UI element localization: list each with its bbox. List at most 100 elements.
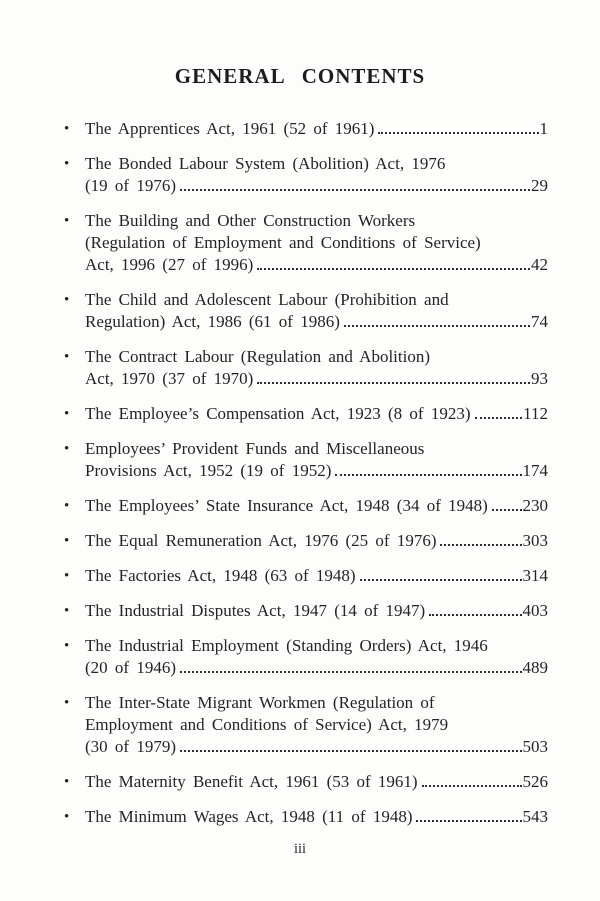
page-ref: 42: [531, 255, 548, 274]
toc-entry: • The Contract Labour (Regulation and Abo…: [64, 346, 548, 390]
entry-line: The Employees’ State Insurance Act, 1948…: [85, 496, 488, 515]
entry-line: (30 of 1979): [85, 737, 176, 756]
entry-last-line: The Maternity Benefit Act, 1961 (53 of 1…: [85, 771, 548, 793]
page-ref: 29: [531, 176, 548, 195]
entry-last-line: The Employee’s Compensation Act, 1923 (8…: [85, 403, 548, 425]
entry-line: The Factories Act, 1948 (63 of 1948): [85, 566, 356, 585]
entry-line: (Regulation of Employment and Conditions…: [85, 233, 481, 252]
toc-entry: • Employees’ Provident Funds and Miscella…: [64, 438, 548, 482]
entry-text: The Inter-State Migrant Workmen (Regulat…: [85, 692, 548, 758]
page-ref: 489: [522, 658, 549, 677]
toc-entry: • The Maternity Benefit Act, 1961 (53 of …: [64, 771, 548, 793]
entry-text: The Industrial Employment (Standing Orde…: [85, 635, 548, 679]
folio-page-number: iii: [293, 841, 307, 857]
dot-leader: [335, 474, 522, 476]
dot-leader: [378, 132, 539, 134]
entry-last-line: (30 of 1979) 503: [85, 736, 548, 758]
dot-leader: [257, 382, 530, 384]
page-ref: 230: [522, 496, 549, 515]
entry-text: Employees’ Provident Funds and Miscellan…: [85, 438, 548, 482]
entry-line: The Inter-State Migrant Workmen (Regulat…: [85, 693, 435, 712]
entry-text: The Industrial Disputes Act, 1947 (14 of…: [85, 600, 548, 622]
dot-leader: [179, 189, 530, 191]
entry-line: Provisions Act, 1952 (19 of 1952): [85, 461, 332, 480]
page-ref: 526: [522, 772, 549, 791]
entry-last-line: The Apprentices Act, 1961 (52 of 1961) 1: [85, 118, 548, 140]
toc-entry: • The Inter-State Migrant Workmen (Regula…: [64, 692, 548, 758]
page-ref: 174: [522, 461, 549, 480]
page-ref: 1: [539, 119, 549, 138]
toc-entry: • The Apprentices Act, 1961 (52 of 1961) 1: [64, 118, 548, 140]
toc-entry: • The Employees’ State Insurance Act, 194…: [64, 495, 548, 517]
entry-text: The Bonded Labour System (Abolition) Act…: [85, 153, 548, 197]
entry-line: Act, 1970 (37 of 1970): [85, 369, 254, 388]
toc-entry: • The Building and Other Construction Wor…: [64, 210, 548, 276]
dot-leader: [416, 820, 522, 822]
entry-line: The Apprentices Act, 1961 (52 of 1961): [85, 119, 375, 138]
entry-text: The Employees’ State Insurance Act, 1948…: [85, 495, 548, 517]
entry-last-line: Act, 1996 (27 of 1996) 42: [85, 254, 548, 276]
entry-text: The Equal Remuneration Act, 1976 (25 of …: [85, 530, 548, 552]
bullet-icon: •: [64, 349, 70, 365]
entry-text: The Building and Other Construction Work…: [85, 210, 548, 276]
dot-leader: [257, 268, 530, 270]
dot-leader: [343, 325, 530, 327]
bullet-icon: •: [64, 774, 70, 790]
entry-text: The Maternity Benefit Act, 1961 (53 of 1…: [85, 771, 548, 793]
entry-last-line: (20 of 1946) 489: [85, 657, 548, 679]
bullet-icon: •: [64, 292, 70, 308]
entry-last-line: The Equal Remuneration Act, 1976 (25 of …: [85, 530, 548, 552]
entry-last-line: Regulation) Act, 1986 (61 of 1986) 74: [85, 311, 548, 333]
entry-line: (19 of 1976): [85, 176, 176, 195]
dot-leader: [421, 785, 522, 787]
toc-entry: • The Minimum Wages Act, 1948 (11 of 1948…: [64, 806, 548, 828]
entry-line: The Employee’s Compensation Act, 1923 (8…: [85, 404, 471, 423]
bullet-icon: •: [64, 213, 70, 229]
entry-last-line: Act, 1970 (37 of 1970) 93: [85, 368, 548, 390]
contents-list: • The Apprentices Act, 1961 (52 of 1961) 1…: [64, 118, 548, 828]
entry-line: The Minimum Wages Act, 1948 (11 of 1948): [85, 807, 413, 826]
page-ref: 543: [522, 807, 549, 826]
page-ref: 314: [522, 566, 549, 585]
entry-line: The Industrial Disputes Act, 1947 (14 of…: [85, 601, 426, 620]
bullet-icon: •: [64, 533, 70, 549]
entry-text: The Factories Act, 1948 (63 of 1948) 314: [85, 565, 548, 587]
dot-leader: [440, 544, 522, 546]
entry-line: Employment and Conditions of Service) Ac…: [85, 715, 449, 734]
entry-last-line: Provisions Act, 1952 (19 of 1952) 174: [85, 460, 548, 482]
bullet-icon: •: [64, 603, 70, 619]
bullet-icon: •: [64, 809, 70, 825]
page-ref: 503: [522, 737, 549, 756]
entry-last-line: The Minimum Wages Act, 1948 (11 of 1948)…: [85, 806, 548, 828]
dot-leader: [429, 614, 522, 616]
entry-line: The Maternity Benefit Act, 1961 (53 of 1…: [85, 772, 418, 791]
bullet-icon: •: [64, 568, 70, 584]
entry-line: Act, 1996 (27 of 1996): [85, 255, 254, 274]
page-ref: 74: [531, 312, 548, 331]
entry-line: Employees’ Provident Funds and Miscellan…: [85, 439, 425, 458]
entry-last-line: (19 of 1976) 29: [85, 175, 548, 197]
entry-line: The Bonded Labour System (Abolition) Act…: [85, 154, 446, 173]
dot-leader: [179, 750, 522, 752]
bullet-icon: •: [64, 638, 70, 654]
entry-line: The Child and Adolescent Labour (Prohibi…: [85, 290, 449, 309]
toc-entry: • The Industrial Employment (Standing Ord…: [64, 635, 548, 679]
entry-line: The Building and Other Construction Work…: [85, 211, 416, 230]
entry-text: The Apprentices Act, 1961 (52 of 1961) 1: [85, 118, 548, 140]
bullet-icon: •: [64, 441, 70, 457]
entry-text: The Minimum Wages Act, 1948 (11 of 1948)…: [85, 806, 548, 828]
entry-line: Regulation) Act, 1986 (61 of 1986): [85, 312, 340, 331]
entry-last-line: The Factories Act, 1948 (63 of 1948) 314: [85, 565, 548, 587]
dot-leader: [359, 579, 522, 581]
page-ref: 112: [523, 404, 548, 423]
bullet-icon: •: [64, 121, 70, 137]
entry-line: The Equal Remuneration Act, 1976 (25 of …: [85, 531, 437, 550]
page-ref: 303: [522, 531, 549, 550]
toc-entry: • The Child and Adolescent Labour (Prohib…: [64, 289, 548, 333]
entry-text: The Employee’s Compensation Act, 1923 (8…: [85, 403, 548, 425]
toc-entry: • The Industrial Disputes Act, 1947 (14 o…: [64, 600, 548, 622]
toc-entry: • The Equal Remuneration Act, 1976 (25 of…: [64, 530, 548, 552]
bullet-icon: •: [64, 498, 70, 514]
page-ref: 403: [522, 601, 549, 620]
